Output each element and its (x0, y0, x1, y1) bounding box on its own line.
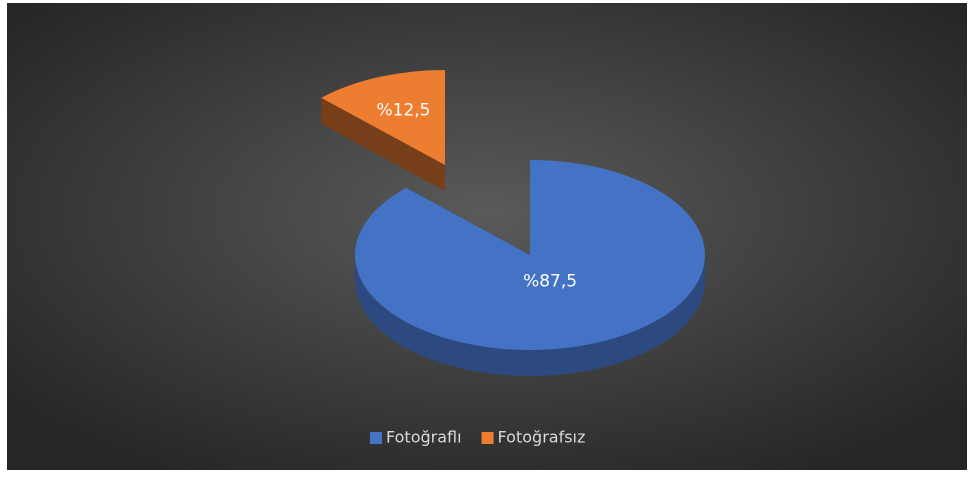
legend-label: Fotoğraflı (386, 428, 462, 447)
slice-top (321, 70, 445, 165)
legend-swatch (370, 432, 382, 444)
slice-top (354, 160, 705, 350)
legend-swatch (481, 432, 494, 444)
data-label: %12,5 (376, 101, 430, 121)
data-label: %87,5 (523, 271, 577, 291)
slice-side (355, 255, 705, 376)
pie-slice (321, 70, 445, 191)
pie-slice (354, 160, 705, 376)
legend-label: Fotoğrafsız (498, 428, 586, 447)
slice-cut-face (321, 97, 445, 191)
